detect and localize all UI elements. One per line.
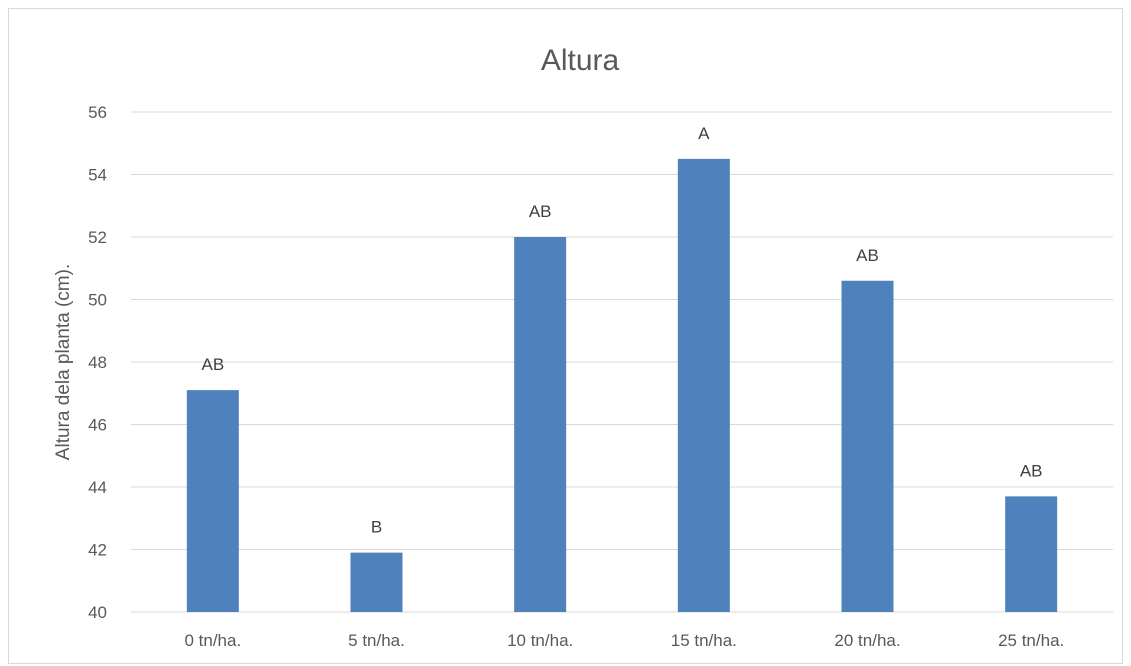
bar <box>677 158 730 612</box>
y-tick-label: 56 <box>88 103 107 122</box>
x-tick-label: 25 tn/ha. <box>998 631 1064 650</box>
data-labels: AB B AB A AB AB <box>201 124 1042 537</box>
y-tick-label: 46 <box>88 416 107 435</box>
bar <box>350 552 403 612</box>
bar <box>1005 496 1058 612</box>
bar <box>841 280 894 612</box>
y-tick-label: 40 <box>88 603 107 622</box>
x-tick-label: 15 tn/ha. <box>671 631 737 650</box>
gridlines <box>131 111 1113 613</box>
y-axis-title: Altura dela planta (cm). <box>53 264 74 460</box>
x-tick-label: 0 tn/ha. <box>184 631 241 650</box>
y-tick-label: 52 <box>88 228 107 247</box>
chart-title: Altura <box>541 44 620 77</box>
data-label: AB <box>1020 461 1043 480</box>
y-axis-ticks: 40 42 44 46 48 50 52 54 56 <box>88 103 107 622</box>
data-label: AB <box>201 355 224 374</box>
data-label: AB <box>529 202 552 221</box>
data-label: AB <box>856 246 879 265</box>
data-label: A <box>698 124 710 143</box>
y-tick-label: 42 <box>88 541 107 560</box>
bar <box>514 237 567 612</box>
bars <box>186 158 1058 612</box>
y-tick-label: 44 <box>88 478 107 497</box>
y-tick-label: 48 <box>88 353 107 372</box>
x-tick-label: 20 tn/ha. <box>834 631 900 650</box>
y-tick-label: 50 <box>88 291 107 310</box>
y-tick-label: 54 <box>88 166 107 185</box>
bar <box>186 390 239 612</box>
x-tick-label: 10 tn/ha. <box>507 631 573 650</box>
x-tick-label: 5 tn/ha. <box>348 631 405 650</box>
data-label: B <box>371 518 382 537</box>
x-axis-ticks: 0 tn/ha. 5 tn/ha. 10 tn/ha. 15 tn/ha. 20 tn/… <box>184 631 1064 650</box>
